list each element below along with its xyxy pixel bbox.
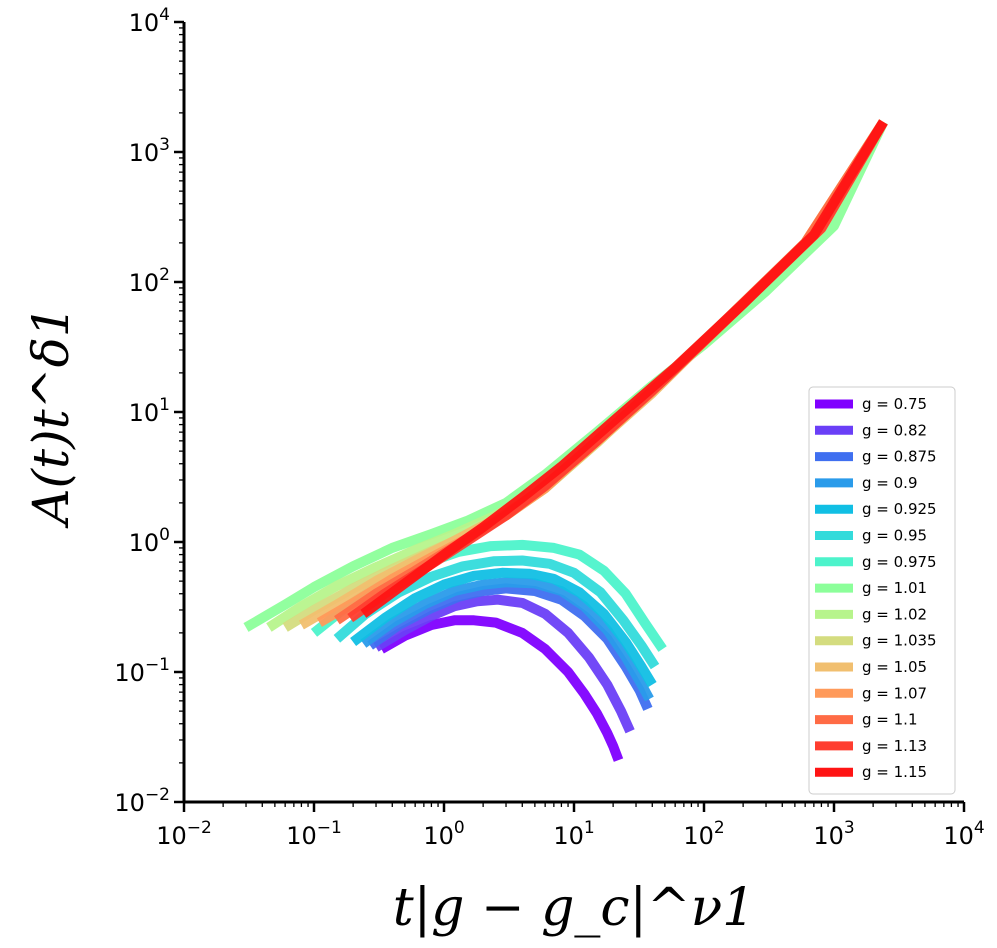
legend-label: g = 1.01	[862, 579, 927, 597]
series-line-0_9	[360, 577, 654, 702]
x-tick-label: 103	[813, 818, 854, 850]
x-axis-title: t|g − g_c|^ν1	[393, 878, 756, 938]
y-tick-label: 101	[129, 395, 170, 427]
legend-label: g = 1.1	[862, 711, 917, 729]
legend-label: g = 1.07	[862, 684, 927, 702]
legend-label: g = 0.75	[862, 395, 927, 413]
legend-label: g = 1.05	[862, 658, 927, 676]
x-tick-label: 100	[423, 818, 464, 850]
x-tick-label: 102	[683, 818, 724, 850]
legend-label: g = 0.875	[862, 448, 937, 466]
series-line-1_15	[360, 119, 888, 618]
series-curves	[243, 119, 888, 762]
series-line-1_01	[243, 119, 888, 632]
legend-label: g = 0.95	[862, 527, 927, 545]
y-tick-label: 103	[129, 135, 170, 167]
legend-label: g = 1.02	[862, 605, 927, 623]
legend: g = 0.75 g = 0.82 g = 0.875 g = 0.9 g = 0.92…	[808, 386, 956, 795]
y-tick-label: 102	[129, 265, 170, 297]
series-line-0_925	[350, 567, 657, 688]
axis-ticks	[174, 20, 966, 812]
series-line-0_82	[373, 594, 635, 734]
legend-label: g = 0.975	[862, 553, 937, 571]
legend-label: g = 1.13	[862, 737, 927, 755]
series-line-0_75	[378, 615, 624, 762]
y-tick-label: 100	[129, 525, 170, 557]
legend-label: g = 0.925	[862, 500, 937, 518]
y-tick-label: 10−1	[114, 655, 170, 687]
x-tick-label: 10−2	[156, 818, 212, 850]
legend-label: g = 1.035	[862, 632, 937, 650]
y-tick-label: 10−2	[114, 785, 170, 817]
y-axis-title: A(t)t^δ1	[22, 305, 80, 528]
x-tick-label: 10−1	[286, 818, 342, 850]
x-tick-label: 101	[553, 818, 594, 850]
x-tick-label: 104	[943, 818, 984, 850]
legend-label: g = 0.9	[862, 474, 917, 492]
legend-label: g = 0.82	[862, 421, 927, 439]
y-tick-label: 104	[129, 5, 170, 37]
legend-label: g = 1.15	[862, 763, 927, 781]
tick-labels: 10−2 10−1 100 101 102 103 104 10−2 10−1 100 101 102…	[114, 5, 984, 850]
